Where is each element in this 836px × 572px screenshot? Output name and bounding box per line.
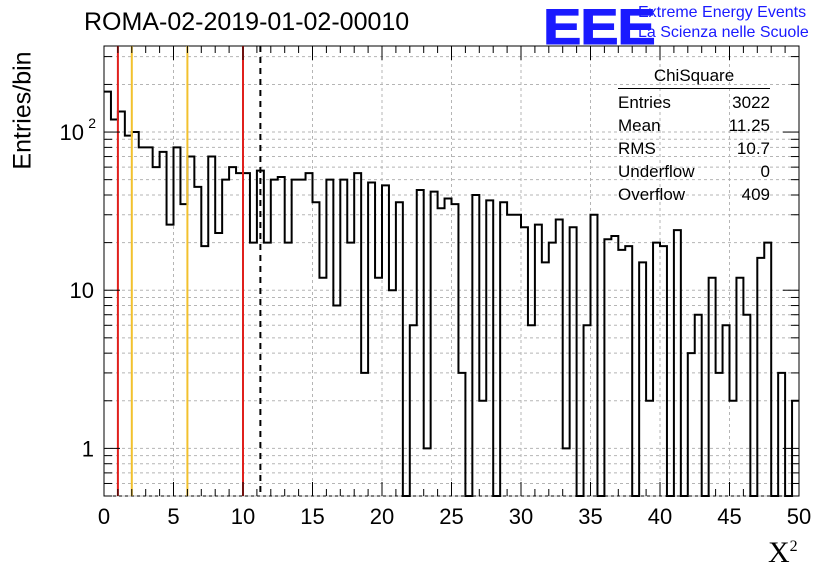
x-tick-label: 20 [370, 504, 394, 529]
x-tick-label: 0 [98, 504, 110, 529]
x-tick-label: 25 [439, 504, 463, 529]
axis-ticks [103, 46, 800, 497]
stats-label: Overflow [618, 185, 686, 204]
stats-label: Underflow [618, 162, 695, 181]
stats-value: 10.7 [736, 139, 770, 158]
histogram-outline [104, 90, 799, 497]
logo-line-2: La Scienza nelle Scuole [638, 24, 809, 41]
y-axis-label: Entries/bin [8, 51, 37, 170]
stats-value: 409 [741, 185, 770, 204]
stats-title: ChiSquare [618, 66, 770, 89]
y-tick-label: 1 [82, 436, 94, 461]
eee-logo: EEE [542, 0, 656, 55]
x-tick-label: 30 [509, 504, 533, 529]
stats-label: RMS [618, 139, 656, 158]
y-tick-label: 10 [60, 120, 84, 145]
y-tick-label: 10 [70, 278, 94, 303]
histogram-bars [104, 90, 799, 497]
stats-label: Mean [618, 116, 661, 135]
x-axis-label: X2 [768, 536, 798, 569]
reference-lines [116, 46, 262, 496]
plot-title: ROMA-02-2019-01-02-00010 [84, 8, 410, 36]
grid [104, 46, 799, 497]
stats-row-overflow: Overflow 409 [612, 183, 776, 206]
stats-row-underflow: Underflow 0 [612, 160, 776, 183]
x-tick-label: 10 [231, 504, 255, 529]
stats-row-mean: Mean 11.25 [612, 114, 776, 137]
stats-row-rms: RMS 10.7 [612, 137, 776, 160]
y-tick-label-exponent: 2 [88, 115, 96, 131]
stats-box: ChiSquare Entries 3022 Mean 11.25 RMS 10.7 … [612, 66, 776, 206]
stats-value: 0 [760, 162, 770, 181]
x-tick-label: 40 [648, 504, 672, 529]
x-tick-label: 35 [578, 504, 602, 529]
x-tick-label: 45 [717, 504, 741, 529]
x-tick-label: 50 [787, 504, 811, 529]
stats-value: 11.25 [728, 116, 770, 135]
stats-row-entries: Entries 3022 [612, 91, 776, 114]
stats-label: Entries [618, 93, 671, 112]
stats-value: 3022 [732, 93, 770, 112]
logo-line-1: Extreme Energy Events [638, 4, 807, 21]
x-tick-label: 15 [300, 504, 324, 529]
x-tick-label: 5 [167, 504, 179, 529]
